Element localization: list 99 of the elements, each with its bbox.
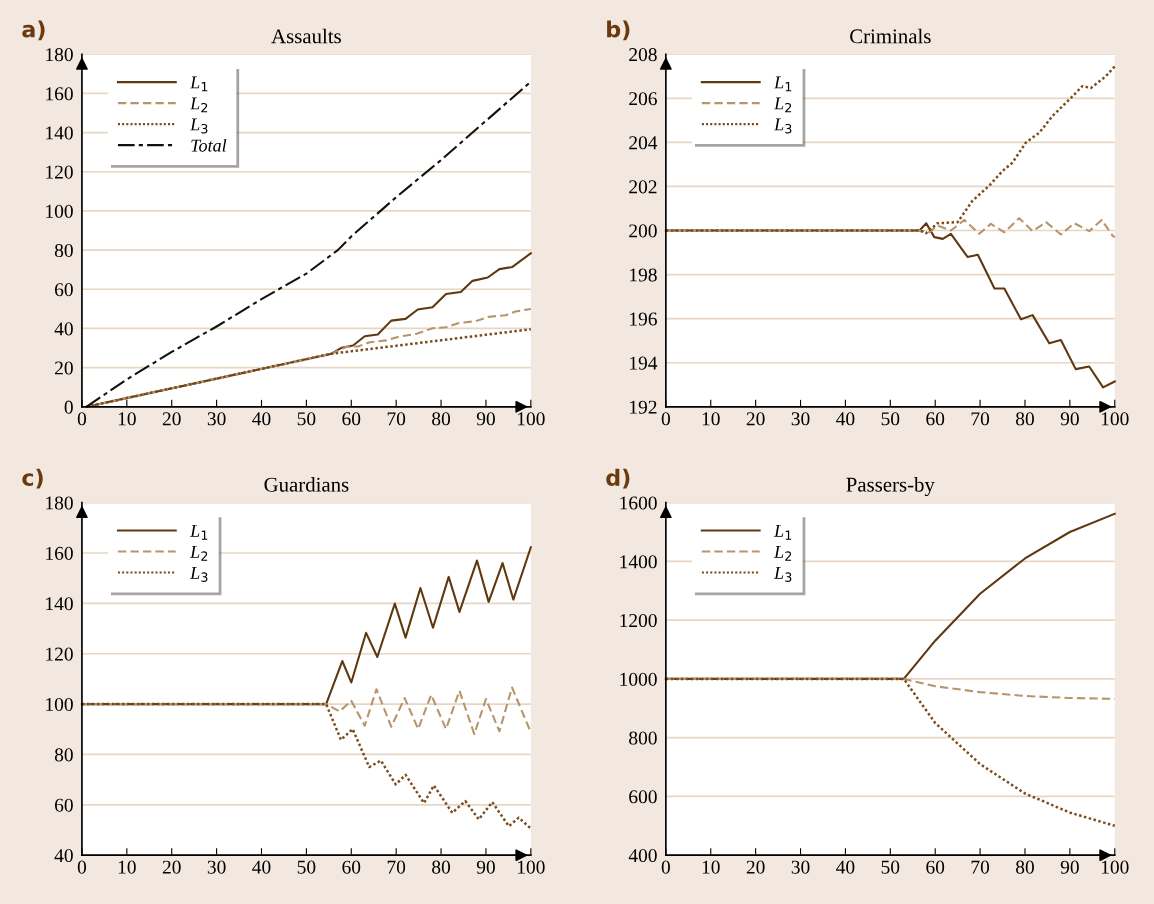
x-tick-label: 30 [791, 860, 810, 874]
x-tick-label: 90 [1060, 860, 1079, 874]
chart-title: Assaults [271, 28, 341, 44]
y-tick-label: 180 [46, 496, 73, 510]
y-tick-label: 140 [46, 597, 73, 611]
x-tick-label: 100 [517, 860, 545, 874]
x-tick-label: 80 [1016, 412, 1034, 426]
x-tick-label: 0 [77, 412, 87, 426]
x-tick-label: 80 [432, 860, 451, 874]
x-tick-label: 90 [476, 412, 495, 426]
y-tick-label: 120 [46, 165, 73, 179]
y-tick-label: 0 [64, 400, 73, 414]
x-tick-label: 0 [77, 860, 87, 874]
x-tick-label: 10 [702, 412, 720, 426]
y-tick-label: 198 [630, 268, 657, 282]
text: d) [606, 468, 630, 489]
x-tick-label: 90 [476, 860, 495, 874]
x-tick-label: 70 [387, 860, 406, 874]
x-tick-label: 20 [746, 412, 765, 426]
y-tick-label: 800 [629, 731, 657, 745]
y-tick-label: 206 [629, 92, 657, 106]
y-tick-label: 40 [54, 849, 73, 863]
y-tick-label: 20 [55, 361, 73, 375]
chart-title: Guardians [264, 477, 349, 492]
x-tick-label: 70 [971, 412, 990, 426]
x-tick-label: 100 [517, 412, 545, 426]
y-tick-label: 180 [46, 48, 73, 62]
y-tick-label: 40 [54, 322, 73, 336]
x-tick-label: 10 [702, 860, 720, 874]
y-tick-label: 400 [628, 849, 657, 863]
x-tick-label: 20 [162, 412, 181, 426]
x-tick-label: 80 [1016, 860, 1034, 874]
text: c) [22, 468, 43, 489]
y-tick-label: 80 [54, 243, 73, 258]
y-tick-label: 1600 [620, 496, 657, 510]
y-tick-label: 192 [630, 400, 657, 414]
x-tick-label: 10 [118, 412, 136, 426]
chart-title: Passers-by [846, 477, 935, 497]
x-tick-label: 70 [387, 412, 406, 426]
text: a) [22, 20, 45, 41]
y-tick-label: 60 [54, 798, 73, 812]
legend-label: L$_{3}$ [773, 118, 792, 134]
y-tick-label: 600 [629, 790, 657, 804]
text: b) [607, 20, 630, 41]
y-tick-label: 120 [46, 647, 73, 661]
legend-label: L$_{2}$ [189, 97, 208, 113]
x-tick-label: 50 [881, 412, 900, 426]
x-tick-label: 20 [162, 860, 181, 874]
x-tick-label: 70 [971, 860, 990, 874]
x-tick-label: 60 [342, 412, 361, 426]
x-tick-label: 60 [926, 412, 945, 426]
legend-label: L$_{1}$ [773, 76, 792, 92]
x-tick-label: 60 [342, 860, 361, 874]
y-tick-label: 204 [629, 136, 658, 150]
legend-label: L$_{3}$ [189, 566, 208, 582]
x-tick-label: 90 [1060, 412, 1079, 426]
x-tick-label: 50 [881, 860, 900, 874]
y-tick-label: 208 [629, 48, 657, 62]
legend-label: L$_{1}$ [189, 76, 208, 92]
legend-label: L$_{1}$ [773, 524, 792, 540]
y-tick-label: 160 [46, 546, 73, 560]
x-tick-label: 30 [791, 412, 810, 426]
y-tick-label: 100 [46, 697, 73, 712]
chart-title: Criminals [850, 28, 931, 44]
legend-label: L$_{3}$ [189, 118, 208, 134]
x-tick-label: 20 [746, 860, 765, 874]
legend-label: Total [191, 138, 227, 152]
x-tick-label: 100 [1101, 860, 1129, 874]
x-tick-label: 50 [297, 860, 316, 874]
x-tick-label: 50 [297, 412, 316, 426]
y-tick-label: 194 [630, 356, 658, 370]
x-tick-label: 40 [252, 412, 271, 426]
x-tick-label: 30 [207, 860, 226, 874]
y-tick-label: 1200 [620, 613, 657, 628]
x-tick-label: 30 [207, 412, 226, 426]
legend-label: L$_{2}$ [773, 545, 792, 561]
y-tick-label: 80 [54, 748, 73, 762]
y-tick-label: 1000 [620, 672, 657, 686]
y-tick-label: 200 [629, 224, 657, 238]
x-tick-label: 100 [1101, 412, 1129, 426]
x-tick-label: 10 [118, 860, 136, 874]
y-tick-label: 60 [54, 283, 73, 297]
y-tick-label: 140 [46, 126, 73, 140]
y-tick-label: 100 [46, 204, 73, 218]
y-tick-label: 160 [46, 87, 73, 101]
y-tick-label: 196 [630, 312, 657, 326]
legend-label: L$_{2}$ [189, 545, 208, 561]
x-tick-label: 0 [661, 412, 670, 426]
y-tick-label: 1400 [620, 555, 657, 569]
x-tick-label: 40 [836, 860, 855, 874]
legend-label: L$_{3}$ [773, 566, 792, 582]
legend-label: L$_{2}$ [773, 97, 792, 113]
x-tick-label: 40 [252, 860, 271, 874]
x-tick-label: 60 [926, 860, 945, 874]
x-tick-label: 0 [661, 860, 670, 874]
legend-label: L$_{1}$ [189, 524, 208, 540]
y-tick-label: 202 [629, 180, 657, 194]
x-tick-label: 80 [432, 412, 451, 426]
x-tick-label: 40 [836, 412, 855, 426]
